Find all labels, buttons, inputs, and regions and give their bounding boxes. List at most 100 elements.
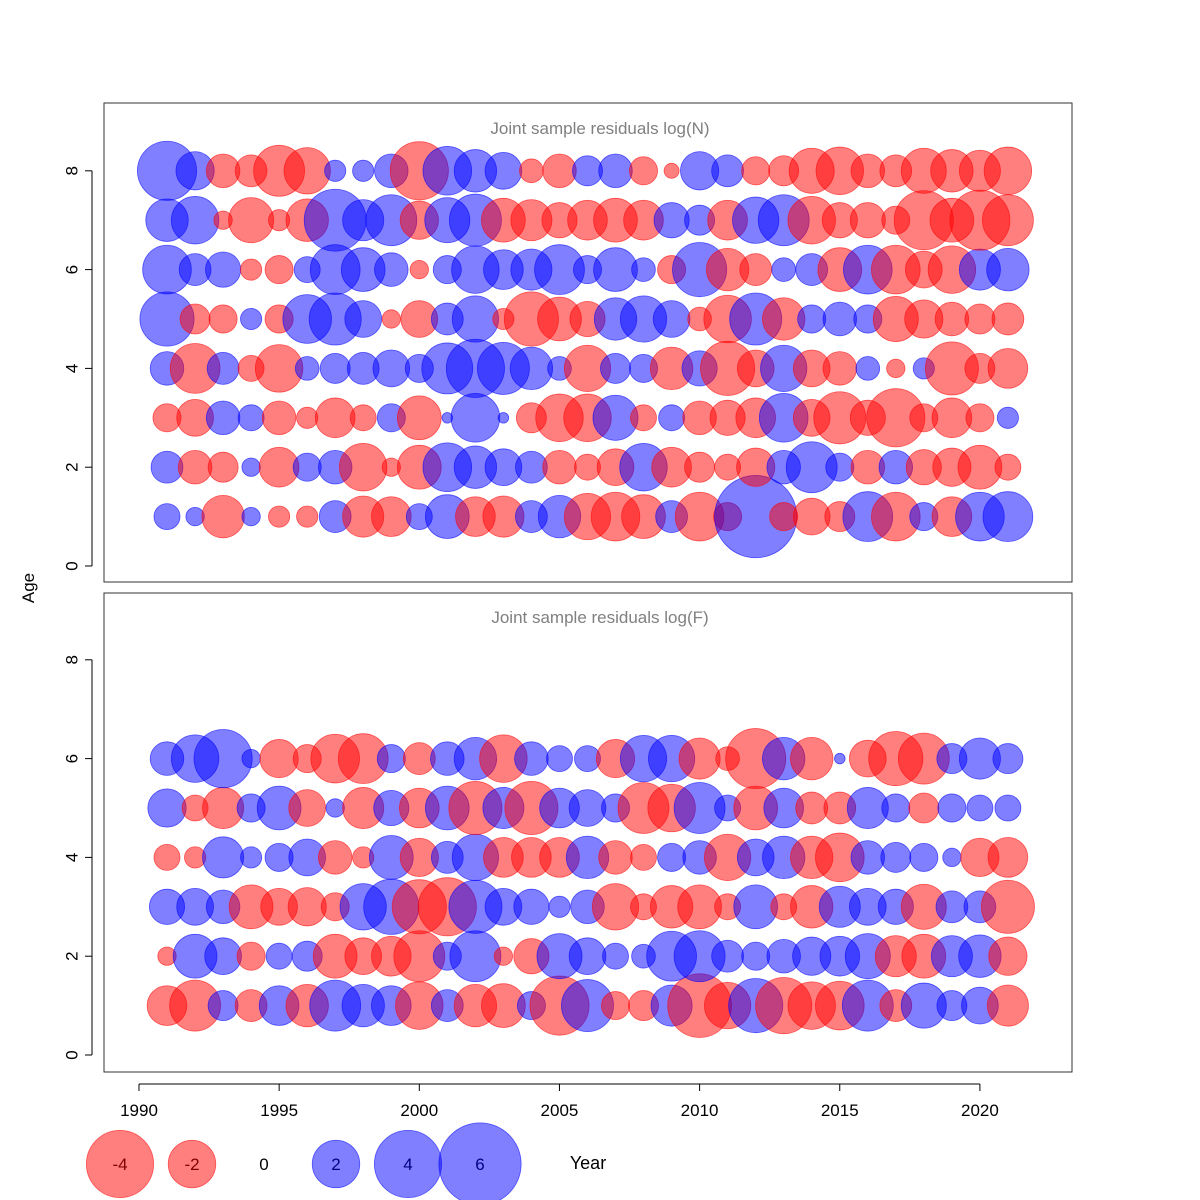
x-axis-label: Year	[570, 1153, 606, 1173]
legend-label: -2	[184, 1155, 199, 1174]
residual-bubble	[568, 789, 607, 827]
y-tick-label: 4	[62, 853, 81, 862]
y-axis-logN: 0 2 4 6 8	[62, 166, 93, 571]
residual-bubble	[935, 890, 969, 924]
x-tick-label: 2015	[821, 1101, 859, 1120]
residual-bubble	[237, 404, 265, 432]
residual-bubble	[652, 300, 691, 338]
residual-bubble	[294, 356, 320, 381]
residual-bubble	[241, 506, 261, 527]
residual-bubble	[147, 788, 187, 828]
residual-bubble	[942, 847, 962, 868]
residual-bubble	[996, 406, 1019, 429]
residual-bubble	[678, 737, 721, 780]
residual-bubble	[240, 846, 263, 869]
residual-bubble	[908, 792, 940, 824]
residual-bubble	[449, 930, 502, 983]
residual-bubble	[937, 793, 967, 823]
residual-bubble	[287, 887, 327, 927]
residual-bubble	[986, 984, 1029, 1027]
residual-bubble	[992, 743, 1024, 775]
legend-label: 0	[259, 1155, 268, 1174]
residual-bubble	[739, 253, 773, 286]
residual-bubble	[206, 352, 240, 385]
residual-bubble	[283, 147, 331, 195]
residual-bubble	[790, 736, 834, 781]
y-tick-label: 2	[62, 462, 81, 471]
residual-bubble	[319, 352, 351, 384]
residual-bubble	[292, 452, 322, 482]
residual-bubble	[822, 351, 857, 386]
residual-bubble	[207, 451, 239, 483]
residual-bubble	[352, 159, 375, 182]
residual-bubble	[484, 152, 523, 190]
residual-bubble	[207, 990, 239, 1022]
residual-bubble	[986, 247, 1030, 292]
residual-bubble	[296, 505, 319, 528]
residual-bubble	[797, 304, 827, 334]
residual-bubble	[170, 196, 220, 245]
residual-bubble	[241, 748, 261, 769]
residual-bubble	[711, 154, 744, 188]
residual-bubble	[265, 942, 293, 970]
residual-bubble	[339, 443, 388, 492]
residual-bubble	[202, 836, 245, 879]
residual-bubble	[964, 303, 996, 335]
residual-bubble	[204, 937, 242, 975]
residual-bubble	[855, 356, 881, 381]
residual-bubble	[542, 153, 577, 188]
panel-title-logF: Joint sample residuals log(F)	[491, 608, 708, 627]
residual-bubble	[598, 153, 633, 188]
residual-bubble	[994, 453, 1022, 481]
residual-bubble	[205, 251, 242, 288]
residual-bubble	[451, 295, 499, 343]
residual-bubble	[519, 158, 544, 184]
residual-bubble	[288, 789, 327, 827]
panel-frame-logN	[103, 102, 1073, 583]
residual-bubble	[988, 936, 1028, 976]
legend-label: 6	[475, 1155, 484, 1174]
residual-bubble	[982, 491, 1034, 542]
residual-bubble	[886, 358, 906, 378]
residual-bubble	[409, 259, 429, 280]
legend-bubble	[86, 1130, 154, 1199]
residual-bubble	[658, 404, 686, 432]
residual-bubble	[630, 843, 657, 871]
residual-bubble	[631, 257, 656, 282]
residual-bubble	[741, 156, 771, 186]
residual-bubble	[153, 503, 181, 531]
legend-label: 2	[331, 1155, 340, 1174]
y-axis-logF: 0 2 4 6 8	[62, 655, 93, 1060]
residual-bubble	[881, 793, 911, 823]
residual-bubble	[850, 840, 885, 875]
residual-bubble	[629, 156, 658, 186]
residual-bubble	[314, 397, 356, 439]
legend-bubble	[311, 1139, 361, 1189]
residual-bubble	[324, 159, 347, 182]
residual-bubble	[513, 888, 550, 925]
residual-bubble	[771, 257, 796, 282]
residual-bubble	[684, 451, 716, 483]
residual-bubble	[296, 406, 319, 429]
residual-bubble	[205, 400, 241, 435]
residual-bubble	[980, 879, 1035, 934]
residual-bubble	[834, 752, 846, 765]
residual-bubble	[795, 791, 829, 825]
residual-bubble	[602, 942, 629, 970]
y-tick-label: 0	[62, 1050, 81, 1059]
x-tick-label: 2000	[400, 1101, 438, 1120]
residual-bubble	[548, 895, 571, 918]
y-tick-label: 8	[62, 655, 81, 664]
residual-bubble	[259, 739, 299, 779]
bubbles-logN	[137, 140, 1034, 559]
residual-bubble	[965, 403, 995, 433]
residual-bubble	[934, 301, 970, 337]
residual-bubble	[493, 946, 513, 966]
residual-bubble	[236, 941, 266, 971]
y-tick-label: 8	[62, 166, 81, 175]
residual-bubble	[982, 194, 1034, 247]
panel-title-logN: Joint sample residuals log(N)	[490, 119, 709, 138]
residual-bubble	[201, 494, 245, 539]
residual-bubble	[241, 457, 261, 477]
